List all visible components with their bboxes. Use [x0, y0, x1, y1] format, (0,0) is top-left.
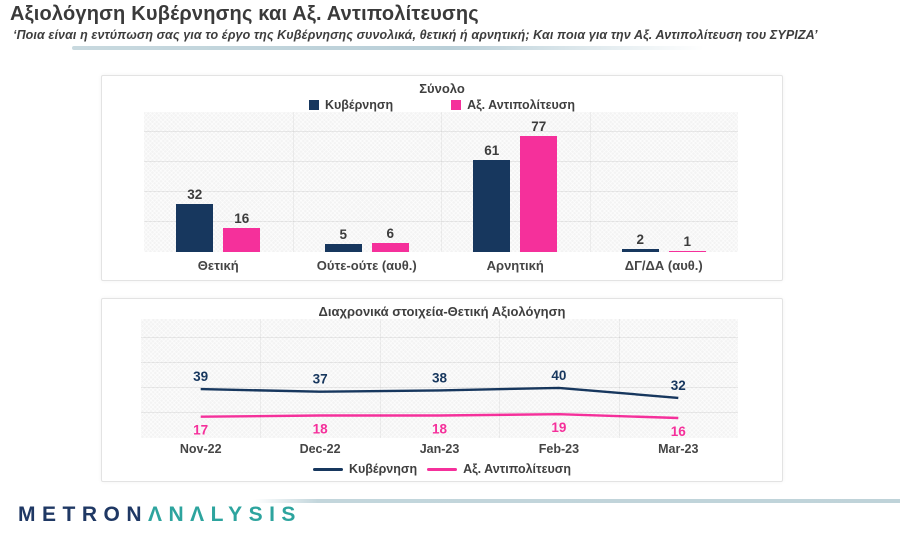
h-gridline — [141, 361, 738, 363]
h-gridline — [144, 190, 738, 192]
bar-value-label: 77 — [531, 119, 547, 135]
v-gridline — [292, 112, 294, 252]
bar-value-label: 1 — [683, 233, 691, 249]
bar-government — [621, 249, 659, 252]
bar-item-government: 5 — [324, 112, 362, 252]
bar-chart-title: Σύνολο — [419, 81, 465, 96]
bar-item-government: 2 — [621, 112, 659, 252]
line-value-label: 18 — [432, 422, 448, 437]
bar-item-government: 32 — [176, 112, 214, 252]
line-chart-legend: Κυβέρνηση Αξ. Αντιπολίτευση — [102, 462, 782, 476]
bar-government — [473, 160, 511, 252]
bar-government — [176, 203, 214, 252]
bar-value-label: 32 — [187, 186, 203, 202]
bar-opposition — [371, 242, 409, 252]
line-value-label: 38 — [432, 370, 448, 385]
line-government — [200, 386, 679, 400]
v-gridline — [499, 319, 501, 438]
legend-swatch — [309, 100, 319, 110]
h-gridline — [144, 220, 738, 222]
legend-label: Αξ. Αντιπολίτευση — [463, 462, 571, 476]
line-chart-plot-area: 39 37 38 40 32 17 18 18 19 16 — [141, 319, 738, 439]
bar-chart-plot-area: 32 16 5 6 61 77 2 1 — [144, 112, 738, 252]
bar-opposition — [223, 227, 261, 252]
page-title: Αξιολόγηση Κυβέρνησης και Αξ. Αντιπολίτε… — [10, 3, 479, 25]
bar-opposition — [520, 136, 558, 252]
x-axis-label: Mar-23 — [658, 442, 699, 456]
legend-label: Κυβέρνηση — [349, 462, 418, 476]
x-axis-label: Jan-23 — [419, 442, 460, 456]
bar-government — [324, 244, 362, 252]
line-value-label: 19 — [551, 420, 566, 435]
bar-group: 61 77 — [441, 112, 590, 252]
legend-item: Αξ. Αντιπολίτευση — [451, 98, 575, 112]
legend-item: Αξ. Αντιπολίτευση — [427, 462, 571, 476]
bar-item-opposition: 16 — [223, 112, 261, 252]
page-subtitle: ‘Ποια είναι η εντύπωση σας για το έργο τ… — [13, 28, 818, 42]
line-value-label: 32 — [671, 378, 686, 393]
bar-value-label: 5 — [339, 227, 347, 243]
x-axis-label: Dec-22 — [299, 442, 341, 456]
metron-analysis-logo: METRONΛNΛLYSIS — [18, 503, 302, 527]
x-axis-label: Feb-23 — [538, 442, 580, 456]
h-gridline — [141, 411, 738, 413]
line-chart-x-axis: Nov-22 Dec-22 Jan-23 Feb-23 Mar-23 — [141, 442, 738, 458]
line-chart-panel: Διαχρονικά στοιχεία-Θετική Αξιολόγηση 39… — [101, 298, 783, 482]
category-label: Ούτε-ούτε (αυθ.) — [316, 258, 417, 273]
h-gridline — [144, 130, 738, 132]
bar-value-label: 2 — [636, 232, 644, 247]
line-value-label: 37 — [313, 372, 328, 387]
bar-item-opposition: 6 — [371, 112, 409, 252]
category-label: Αρνητική — [486, 258, 544, 273]
v-gridline — [441, 112, 442, 252]
h-gridline — [141, 386, 738, 388]
v-gridline — [379, 319, 381, 438]
legend-item: Κυβέρνηση — [313, 462, 417, 476]
line-chart-title: Διαχρονικά στοιχεία-Θετική Αξιολόγηση — [318, 304, 566, 319]
bar-chart-legend: Κυβέρνηση Αξ. Αντιπολίτευση — [102, 98, 782, 112]
line-value-label: 16 — [671, 424, 687, 439]
line-value-label: 40 — [551, 368, 566, 383]
bar-opposition — [668, 250, 706, 252]
logo-metron-text: METRON — [18, 503, 148, 526]
bar-value-label: 61 — [484, 143, 500, 159]
bar-group: 32 16 — [144, 112, 293, 252]
top-divider — [72, 46, 704, 50]
bar-item-government: 61 — [473, 112, 511, 252]
legend-swatch — [313, 467, 343, 471]
bottom-divider — [253, 499, 900, 503]
bar-value-label: 6 — [386, 225, 394, 241]
line-value-label: 17 — [193, 423, 208, 438]
v-gridline — [618, 319, 620, 438]
legend-label: Αξ. Αντιπολίτευση — [467, 98, 575, 112]
v-gridline — [260, 319, 262, 438]
category-label: ΔΓ/ΔΑ (αυθ.) — [624, 258, 703, 273]
line-value-label: 18 — [313, 422, 329, 437]
category-label: Θετική — [197, 258, 239, 273]
x-axis-label: Nov-22 — [179, 442, 222, 456]
legend-swatch — [427, 467, 458, 471]
bar-value-label: 16 — [234, 210, 250, 226]
line-chart-svg: 39 37 38 40 32 17 18 18 19 16 — [193, 368, 687, 439]
bar-item-opposition: 77 — [520, 112, 558, 252]
line-value-label: 39 — [193, 369, 208, 384]
legend-swatch — [451, 100, 462, 110]
bar-item-opposition: 1 — [668, 112, 706, 252]
v-gridline — [589, 112, 591, 252]
bar-chart-panel: Σύνολο Κυβέρνηση Αξ. Αντιπολίτευση 32 16 5 6… — [101, 75, 783, 281]
bar-chart-category-axis: Θετική Ούτε-ούτε (αυθ.) Αρνητική ΔΓ/ΔΑ (αυθ… — [144, 258, 738, 276]
legend-item: Κυβέρνηση — [309, 98, 393, 112]
h-gridline — [141, 336, 738, 338]
h-gridline — [144, 160, 738, 162]
legend-label: Κυβέρνηση — [325, 98, 394, 112]
line-opposition — [200, 412, 679, 420]
logo-analysis-text: ΛNΛLYSIS — [148, 503, 302, 526]
